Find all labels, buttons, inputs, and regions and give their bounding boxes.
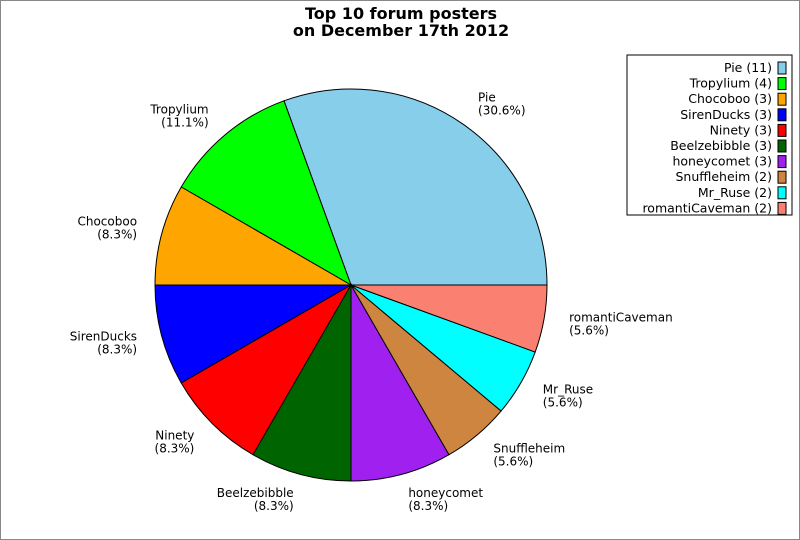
legend-label-honeycomet: honeycomet (3)	[672, 154, 772, 169]
legend-swatch-beelzebibble	[777, 139, 787, 153]
legend-swatch-pie	[777, 61, 787, 75]
legend-label-tropylium: Tropylium (4)	[689, 76, 772, 91]
chart-title-line-1: Top 10 forum posters	[305, 4, 497, 23]
slice-percent-ninety: (8.3%)	[155, 442, 195, 456]
legend-label-snuffleheim: Snuffleheim (2)	[676, 169, 773, 184]
slice-label-honeycomet: honeycomet	[408, 486, 483, 500]
slice-label-ninety: Ninety	[155, 429, 194, 443]
slice-label-romanticaveman: romantiCaveman	[569, 310, 673, 324]
slice-percent-beelzebibble: (8.3%)	[254, 499, 294, 513]
legend-label-beelzebibble: Beelzebibble (3)	[670, 138, 772, 153]
slice-beelzebibble	[252, 283, 352, 482]
legend-swatch-chocoboo	[777, 92, 787, 106]
slice-percent-sirenducks: (8.3%)	[97, 342, 137, 356]
legend-label-sirenducks: SirenDucks (3)	[680, 107, 772, 122]
chart-title-line-2: on December 17th 2012	[293, 21, 509, 40]
slice-percent-tropylium: (11.1%)	[161, 115, 208, 129]
slice-label-snuffleheim: Snuffleheim	[493, 442, 565, 456]
slice-label-beelzebibble: Beelzebibble	[217, 486, 294, 500]
slice-tropylium	[180, 100, 352, 287]
legend-box	[626, 54, 793, 216]
legend-swatch-mr-ruse	[777, 186, 787, 200]
slice-percent-honeycomet: (8.3%)	[408, 499, 448, 513]
legend-swatch-tropylium	[777, 77, 787, 91]
slice-percent-chocoboo: (8.3%)	[97, 228, 137, 242]
legend-label-pie: Pie (11)	[724, 60, 772, 75]
slice-ninety	[180, 283, 353, 456]
slice-label-tropylium: Tropylium	[149, 102, 208, 116]
slice-honeycomet	[350, 283, 450, 482]
legend-label-chocoboo: Chocoboo (3)	[688, 91, 772, 106]
slice-label-mr-ruse: Mr_Ruse	[543, 383, 593, 397]
slice-pie	[283, 88, 548, 286]
slice-percent-snuffleheim: (5.6%)	[493, 455, 533, 469]
legend-swatch-snuffleheim	[777, 170, 787, 184]
legend-swatch-sirenducks	[777, 108, 787, 122]
legend-label-ninety: Ninety (3)	[710, 122, 772, 137]
legend-swatch-honeycomet	[777, 155, 787, 169]
slice-percent-pie: (30.6%)	[478, 104, 525, 118]
slice-percent-mr-ruse: (5.6%)	[543, 396, 583, 410]
slice-label-chocoboo: Chocoboo	[77, 215, 137, 229]
legend-swatch-ninety	[777, 123, 787, 137]
legend-swatch-romanticaveman	[777, 201, 787, 215]
slice-sirenducks	[154, 284, 353, 384]
slice-label-pie: Pie	[478, 91, 496, 105]
legend-label-mr-ruse: Mr_Ruse (2)	[698, 185, 772, 200]
slice-romanticaveman	[350, 284, 548, 353]
slice-percent-romanticaveman: (5.6%)	[569, 323, 609, 337]
slice-label-sirenducks: SirenDucks	[70, 329, 137, 343]
slice-chocoboo	[154, 186, 353, 286]
legend-label-romanticaveman: romantiCaveman (2)	[642, 200, 772, 215]
